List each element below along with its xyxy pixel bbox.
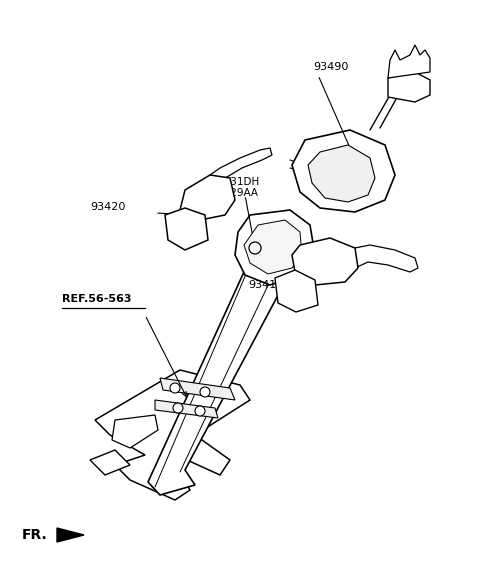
Polygon shape: [244, 220, 302, 274]
Polygon shape: [112, 415, 158, 448]
Circle shape: [249, 242, 261, 254]
Polygon shape: [210, 148, 272, 180]
Text: 1229AA: 1229AA: [218, 188, 259, 198]
Circle shape: [170, 383, 180, 393]
Polygon shape: [355, 245, 418, 272]
Polygon shape: [57, 528, 84, 542]
Polygon shape: [292, 130, 395, 212]
Polygon shape: [160, 378, 235, 400]
Polygon shape: [388, 45, 430, 78]
Polygon shape: [180, 175, 235, 220]
Polygon shape: [165, 208, 208, 250]
Polygon shape: [95, 370, 250, 500]
Circle shape: [200, 387, 210, 397]
Polygon shape: [292, 238, 358, 285]
Polygon shape: [90, 450, 130, 475]
Text: 1231DH: 1231DH: [218, 177, 260, 187]
Polygon shape: [308, 145, 375, 202]
Circle shape: [173, 403, 183, 413]
Polygon shape: [235, 210, 315, 285]
Polygon shape: [275, 270, 318, 312]
Text: 93415C: 93415C: [248, 280, 291, 290]
Text: 93420: 93420: [90, 202, 125, 212]
Text: REF.56-563: REF.56-563: [62, 294, 132, 304]
Text: FR.: FR.: [22, 528, 48, 542]
Circle shape: [195, 406, 205, 416]
Polygon shape: [155, 400, 218, 418]
Polygon shape: [388, 72, 430, 102]
Text: 93490: 93490: [313, 62, 348, 72]
Polygon shape: [148, 215, 310, 495]
